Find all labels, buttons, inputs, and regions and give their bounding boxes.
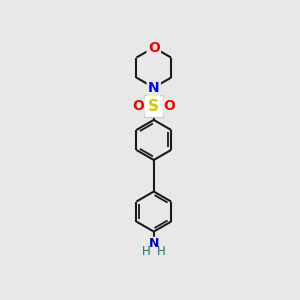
Text: N: N — [148, 237, 159, 250]
Text: S: S — [148, 99, 159, 114]
Text: O: O — [148, 40, 160, 55]
Text: N: N — [148, 81, 160, 94]
Text: H: H — [142, 245, 150, 258]
Text: O: O — [132, 99, 144, 113]
Text: O: O — [163, 99, 175, 113]
Text: H: H — [157, 245, 166, 258]
